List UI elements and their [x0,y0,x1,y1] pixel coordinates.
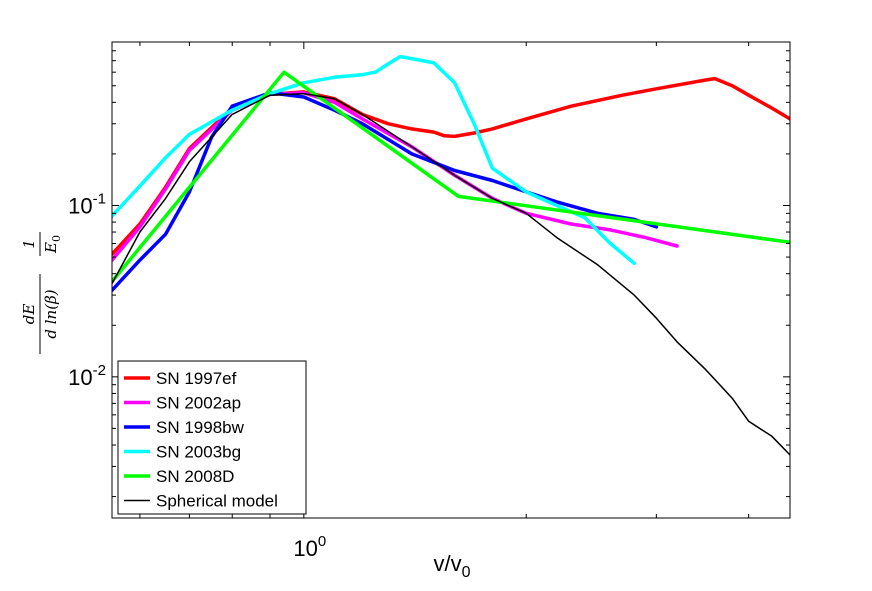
x-axis-label: v/v0 [433,551,470,581]
legend-label: Spherical model [156,492,278,511]
y-tick-label: 10-1 [68,190,106,218]
y-tick-label-base: 10 [68,193,92,218]
x-axis-label-sub: 0 [462,564,471,581]
series-line-sn-2003bg [112,54,636,266]
y-label-num1: dE [20,304,38,325]
y-label-den1: d ln(β) [42,289,60,338]
legend-label: SN 2002ap [156,394,241,413]
y-axis-label: dE d ln(β) 1 E0 [20,232,63,354]
x-tick-label: 100 [293,533,326,561]
legend-label: SN 1998bw [156,418,245,437]
y-label-den2: E0 [42,235,63,254]
legend-box [117,360,307,515]
legend-label: SN 2003bg [156,443,241,462]
x-tick-label-base: 10 [293,536,317,561]
series-line-spherical-model [112,92,790,456]
y-tick-label-exp: -2 [93,362,106,379]
y-tick-label-base: 10 [68,365,92,390]
series-line-sn-2002ap [112,91,679,262]
series-line-sn-2008d [112,70,790,284]
plot-frame [111,41,791,519]
x-tick-label-exp: 0 [318,533,326,550]
y-tick-label: 10-2 [68,362,106,390]
x-axis-label-base: v/v [433,551,461,576]
legend-label: SN 2008D [156,467,234,486]
legend: SN 1997ef SN 2002ap SN 1998bw SN 2003bg SN 2… [117,360,307,515]
series-group [112,54,790,456]
legend-label: SN 1997ef [156,369,237,388]
y-label-den2-base: E [42,242,60,254]
y-label-num2: 1 [20,239,38,249]
y-tick-label-exp: -1 [93,190,106,207]
y-label-den2-sub: 0 [50,235,63,242]
